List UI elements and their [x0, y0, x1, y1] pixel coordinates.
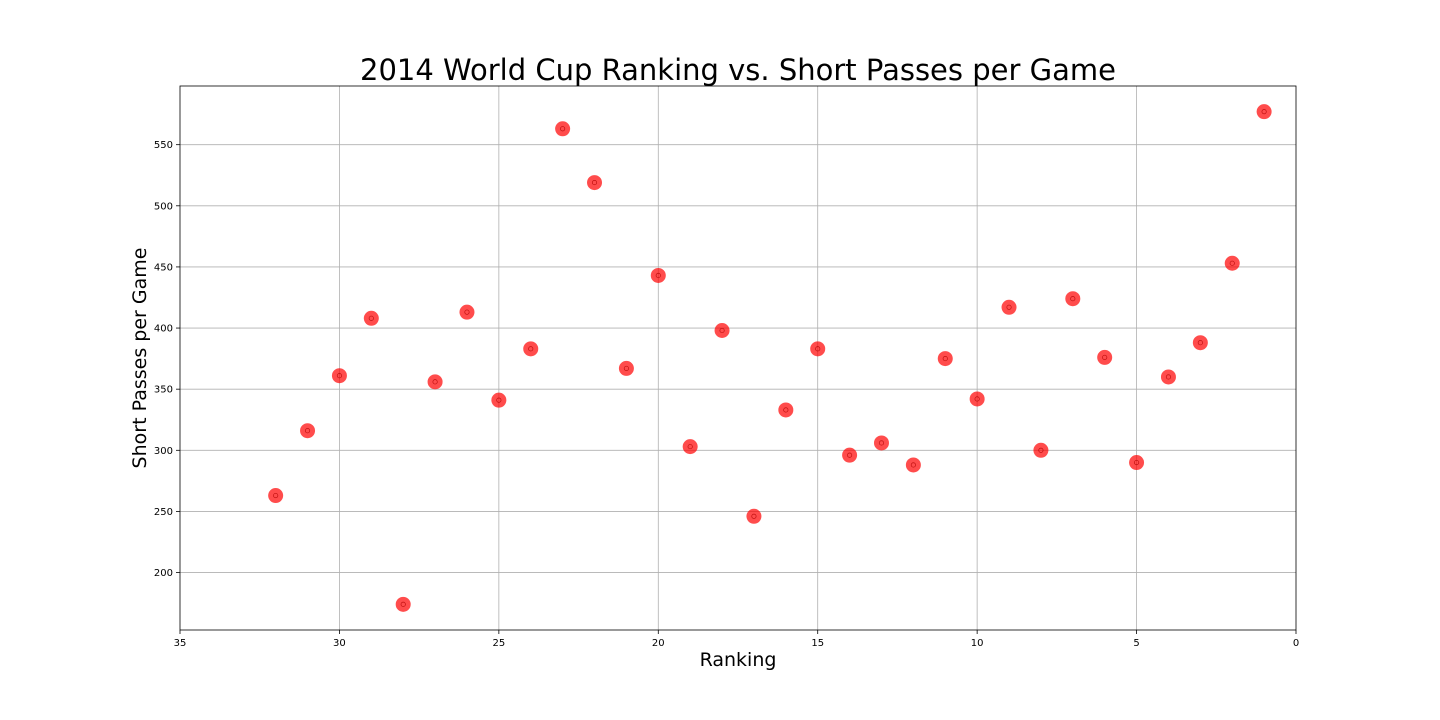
y-tick-label: 400: [154, 324, 173, 335]
data-point: [427, 374, 443, 390]
x-tick-label: 25: [492, 638, 505, 649]
data-point: [491, 392, 507, 408]
y-axis-label: Short Passes per Game: [129, 248, 151, 469]
y-tick-label: 300: [154, 446, 173, 457]
data-point: [1129, 455, 1145, 471]
data-point: [778, 402, 794, 418]
grid: [180, 86, 1296, 630]
y-tick-label: 550: [154, 140, 173, 151]
data-point: [714, 322, 730, 338]
data-point: [1192, 335, 1208, 351]
data-point: [268, 488, 284, 504]
y-tick-label: 250: [154, 507, 173, 518]
data-point: [1001, 299, 1017, 315]
data-point: [395, 596, 411, 612]
data-point: [1097, 349, 1113, 365]
data-point: [937, 351, 953, 367]
data-point: [873, 435, 889, 451]
data-point: [459, 304, 475, 320]
x-tick-label: 20: [652, 638, 665, 649]
x-axis-label: Ranking: [700, 649, 777, 671]
x-tick-label: 10: [971, 638, 984, 649]
data-point: [300, 423, 316, 439]
y-tick-label: 450: [154, 262, 173, 273]
data-point: [1224, 255, 1240, 271]
data-point: [650, 267, 666, 283]
data-point: [746, 508, 762, 524]
x-tick-label: 0: [1293, 638, 1299, 649]
x-tick-label: 15: [811, 638, 824, 649]
data-point: [1256, 104, 1272, 120]
y-tick-label: 350: [154, 385, 173, 396]
y-axis-ticks: 200 250 300 350 400 450 500 550: [154, 140, 180, 579]
data-point: [810, 341, 826, 357]
x-tick-label: 35: [174, 638, 187, 649]
data-point: [587, 175, 603, 191]
x-tick-label: 30: [333, 638, 346, 649]
data-point: [682, 439, 698, 455]
data-point: [1033, 442, 1049, 458]
data-point: [618, 360, 634, 376]
y-tick-label: 200: [154, 568, 173, 579]
data-point: [555, 121, 571, 137]
data-point: [331, 368, 347, 384]
chart-title: 2014 World Cup Ranking vs. Short Passes …: [360, 53, 1116, 87]
data-point: [363, 310, 379, 326]
data-point: [523, 341, 539, 357]
plot-frame: [179, 85, 1297, 631]
data-point: [842, 447, 858, 463]
x-tick-label: 5: [1133, 638, 1139, 649]
y-tick-label: 500: [154, 201, 173, 212]
data-point: [1160, 369, 1176, 385]
data-point: [905, 457, 921, 473]
data-points: [268, 104, 1272, 612]
data-point: [969, 391, 985, 407]
x-axis-ticks: 35 30 25 20 15 10 5 0: [174, 630, 1299, 649]
data-point: [1065, 291, 1081, 307]
